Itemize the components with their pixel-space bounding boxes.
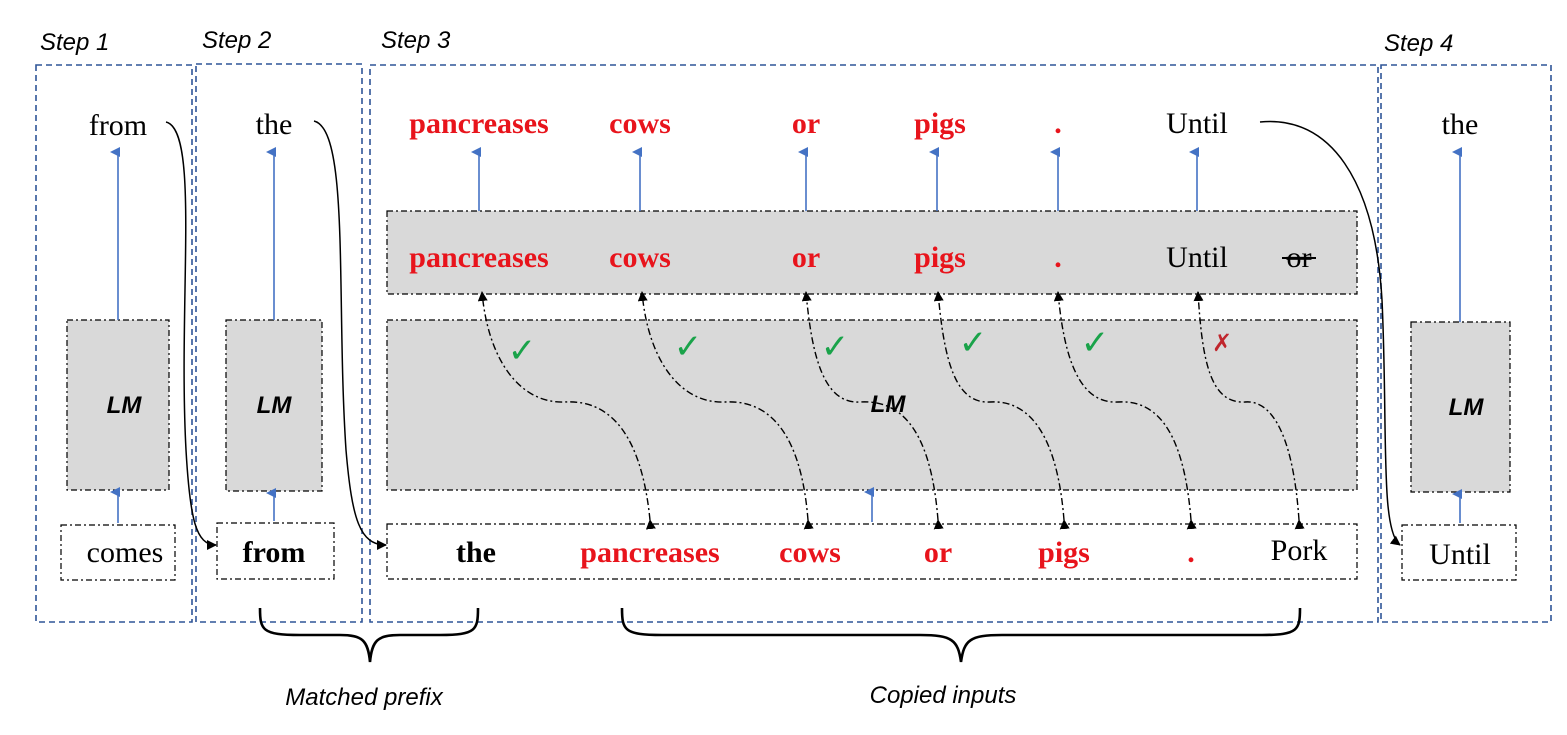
step3-draft-box [386, 210, 1358, 295]
step2-title: Step 2 [202, 27, 271, 54]
step3-output-token: pancreases [409, 107, 548, 140]
step1-lm-label: LM [107, 392, 143, 419]
verify-arrow [1053, 291, 1197, 530]
step3-input-token: the [456, 536, 496, 569]
step4-input-box [1401, 524, 1517, 581]
verify-arrow [637, 291, 814, 530]
step4-output-token: the [1442, 108, 1479, 141]
step3-input-token: pancreases [580, 536, 719, 569]
step3-output-token: cows [609, 107, 671, 140]
step3-input-token: pigs [1038, 536, 1090, 569]
step2-lm-label: LM [257, 392, 293, 419]
step1-output-token: from [89, 109, 147, 142]
step4-lm-box [1410, 321, 1511, 493]
check-icon: ✓ [508, 332, 537, 370]
step3-draft-token: or [792, 241, 820, 274]
check-icon: ✓ [959, 324, 988, 362]
matched-prefix-brace [258, 607, 480, 663]
step1-region [35, 64, 193, 623]
verify-arrow [477, 291, 656, 530]
step2-output-token: the [256, 108, 293, 141]
step4-input-token: Until [1429, 538, 1491, 571]
step3-title: Step 3 [381, 27, 451, 54]
step1-title: Step 1 [40, 29, 109, 56]
step3-input-box [386, 523, 1358, 580]
step2-input-token: from [243, 536, 306, 569]
step4-region [1380, 64, 1552, 623]
step3-output-token: . [1054, 107, 1062, 140]
check-icon: ✓ [1081, 324, 1110, 362]
check-icon: ✓ [674, 328, 703, 366]
step3-lm-label: LM [871, 391, 907, 418]
cross-icon: ✗ [1212, 330, 1232, 357]
step2-to-step3-arrow [313, 120, 387, 550]
verify-arrow [801, 291, 944, 530]
step3-draft-token: Until [1166, 241, 1228, 274]
step3-region [369, 64, 1379, 623]
verify-arrow [1193, 291, 1305, 530]
step4-title: Step 4 [1384, 30, 1453, 57]
step3-output-token: or [792, 107, 820, 140]
step3-draft-token: pigs [914, 241, 966, 274]
step3-input-token: or [924, 536, 952, 569]
step3-input-token: cows [779, 536, 841, 569]
step2-input-box [216, 522, 335, 580]
step1-lm-box [66, 319, 170, 491]
check-icon: ✓ [821, 328, 850, 366]
verify-arrow [933, 291, 1070, 530]
step1-input-box [60, 524, 176, 581]
matched-prefix-label: Matched prefix [285, 684, 443, 711]
step1-to-step2-arrow [165, 121, 217, 550]
step3-input-token: Pork [1271, 534, 1328, 567]
copied-inputs-brace [620, 607, 1302, 663]
step2-lm-box [225, 319, 323, 492]
step3-output-token: pigs [914, 107, 966, 140]
step3-to-step4-arrow [1259, 120, 1401, 546]
step2-region [195, 63, 363, 623]
step4-lm-label: LM [1449, 394, 1485, 421]
step1-input-token: comes [87, 536, 164, 569]
step3-input-token: . [1187, 536, 1195, 569]
step3-draft-token: pancreases [409, 241, 548, 274]
copied-inputs-label: Copied inputs [870, 682, 1017, 709]
step3-draft-token: cows [609, 241, 671, 274]
step3-output-token: Until [1166, 107, 1228, 140]
step3-draft-token: . [1054, 241, 1062, 274]
